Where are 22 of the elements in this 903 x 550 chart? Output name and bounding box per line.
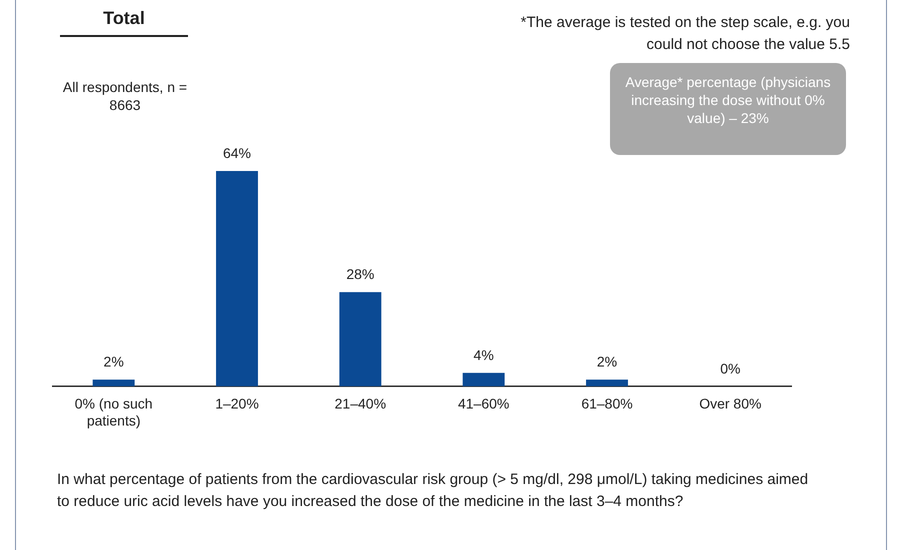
bar [586,380,628,386]
data-label: 0% [720,360,740,376]
text: In what percentage of patients from the cardiovascular risk group (> 5 mg/dl, 298 μmol/L) taking medicines aimed to reduce uric acid levels have you increased the dose of the medicine in the last 3–4 months? [57,470,810,512]
x-tick-label: 0% (no such patients) [74,396,153,428]
data-label: 64% [222,144,252,161]
data-label: 28% [346,266,374,282]
bar [92,380,135,386]
bar [339,292,382,386]
chart-subtitle: All respondents, n = 8663 [62,78,188,114]
data-label: 2% [104,354,124,370]
data-label: 2% [596,354,618,370]
bar [462,372,505,386]
text: *The average is tested on the step scale, e.g. you could not choose the value 5.5 [520,13,850,55]
x-tick-label: 61–80% [581,396,633,412]
x-tick-label: 1–20% [215,396,259,412]
x-tick-label: 41–60% [458,396,510,412]
x-tick-label: Over 80% [699,396,762,412]
bar [216,170,258,386]
chart-title: Total [60,8,188,37]
data-label: 4% [474,346,494,363]
x-tick-label: 21–40% [334,396,386,412]
text: Average* percentage (physicians increasing the dose without 0% value) – 23% [610,63,846,155]
